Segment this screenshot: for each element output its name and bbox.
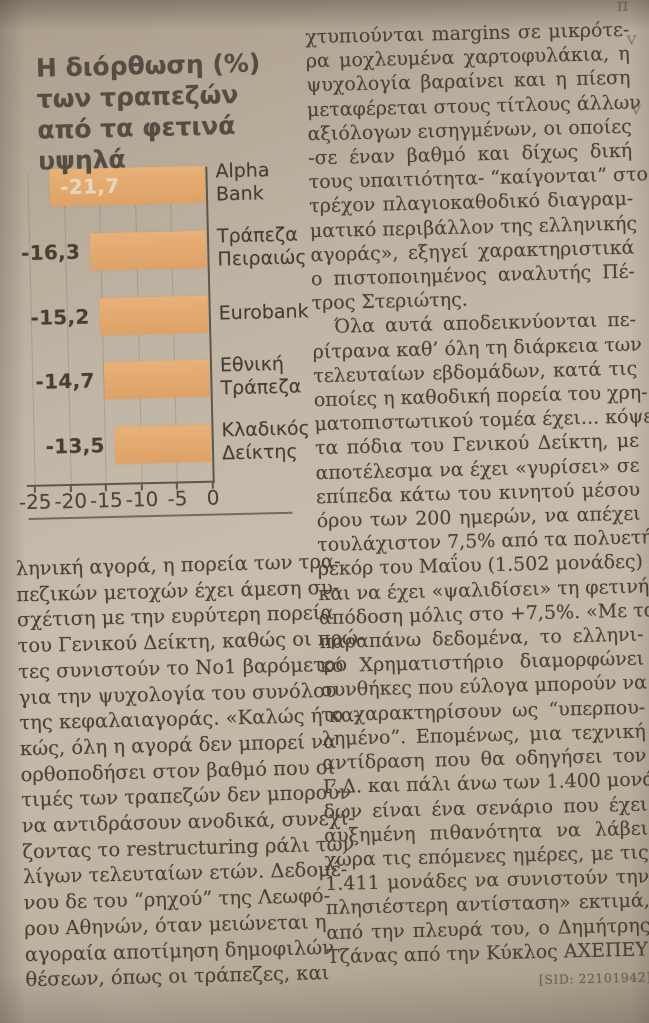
bar-category-label: Εθνική Τράπεζα	[220, 353, 302, 401]
article-column-left: ληνική αγορά, η πορεία των τρα-πεζικών μ…	[15, 549, 364, 993]
chart-bar	[114, 424, 212, 464]
bar-value-label: -14,7	[35, 368, 95, 394]
bar-value-label: -16,3	[20, 239, 81, 266]
bar-category-line: Τράπεζα	[220, 375, 302, 400]
bar-category-label: Τράπεζα Πειραιώς	[217, 223, 307, 271]
bar-value-label: -15,2	[30, 304, 90, 330]
bar-category-label: Κλαδικός Δείκτης	[221, 417, 310, 465]
bar-category-line: Πειραιώς	[217, 246, 307, 271]
bar-category-line: Bank	[215, 182, 264, 206]
bar-category-line: Κλαδικός	[221, 417, 311, 442]
chart-bar	[104, 359, 210, 399]
chart-plot: -25 -20 -15 -10 -5 0 -21,7 Alpha Bank -16,3 Τράπεζ…	[0, 0, 637, 514]
bar-value-label: -13,5	[45, 433, 106, 459]
edge-fragment: v	[626, 28, 637, 50]
chart-title: Η διόρθωση (%) των τραπεζών από τα φετιν…	[36, 46, 309, 176]
chart-bar	[89, 230, 207, 270]
bar-category-line: Εθνική	[219, 352, 285, 377]
bar-category-line: Δείκτης	[221, 440, 298, 465]
x-tick-label: 0	[206, 485, 220, 510]
bar-category-line: Eurobank	[218, 299, 309, 324]
chart-bar	[99, 295, 209, 335]
bar-category-line: Τράπεζα	[216, 223, 298, 248]
text-line: θέσεων, όπως οι τράπεζες, και	[25, 961, 330, 992]
bar-value-label: -21,7	[59, 173, 120, 200]
chart-title-line: από τα φετινά υψηλά	[37, 111, 236, 176]
edge-fragment: v	[630, 98, 642, 120]
article-column-right: χτυπιούνται margins σε μικρότε-ρα μοχλευ…	[305, 18, 649, 997]
bar-category-label: Eurobank	[219, 300, 309, 325]
edge-fragment: π	[616, 0, 629, 16]
